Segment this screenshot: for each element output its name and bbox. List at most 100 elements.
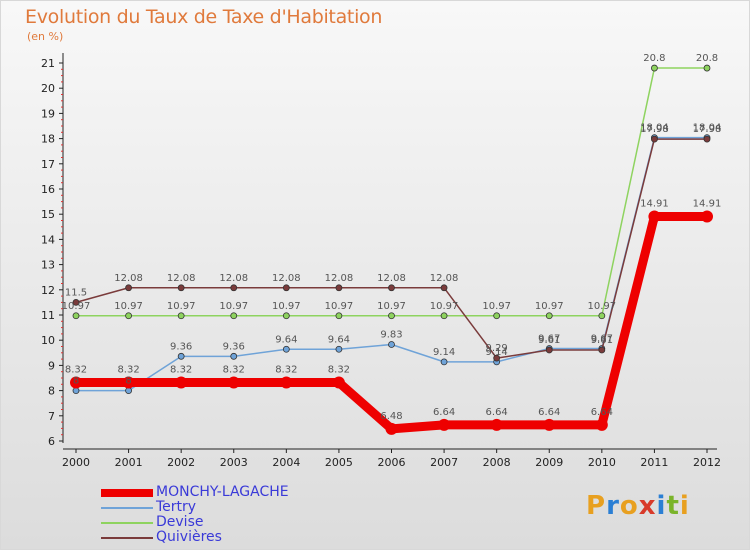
logo-letter: x: [638, 491, 657, 521]
data-label: 17.98: [693, 124, 722, 135]
data-label: 9.14: [486, 347, 508, 358]
data-label: 8: [125, 376, 131, 387]
data-point: [490, 418, 503, 431]
data-label: 9.64: [328, 334, 350, 345]
data-point: [335, 284, 343, 292]
series-line-quivières: [75, 138, 708, 359]
y-tick-label: 10: [41, 334, 55, 347]
data-label: 18.04: [640, 123, 669, 134]
data-point: [703, 64, 711, 72]
data-point: [72, 298, 80, 306]
data-label: 14.91: [640, 198, 669, 209]
data-label: 9.36: [223, 341, 245, 352]
data-point: [335, 312, 343, 320]
data-point: [388, 312, 395, 320]
data-point: [595, 418, 608, 431]
data-label: 10.97: [535, 301, 564, 312]
data-label: 10.97: [588, 301, 617, 312]
data-label: 10.97: [272, 301, 301, 312]
legend-label: MONCHY-LAGACHE: [156, 484, 289, 500]
legend-swatch: [101, 489, 153, 497]
data-point: [440, 284, 448, 292]
data-label: 10.97: [219, 301, 248, 312]
y-tick-label: 14: [41, 233, 55, 246]
data-label: 9.67: [591, 334, 613, 345]
data-label: 12.08: [430, 273, 459, 284]
data-point: [335, 345, 343, 353]
axes: 6 7 8 9 10 11 12 13 14 15 16 17 18 19 20 21 2000 2001 2002…: [41, 53, 721, 469]
data-label: 17.98: [640, 124, 669, 135]
x-tick-label: 2001: [115, 456, 143, 469]
data-label: 9.67: [538, 334, 560, 345]
data-point: [703, 135, 711, 143]
data-point: [125, 284, 132, 292]
x-tick-label: 2010: [588, 456, 616, 469]
y-tick-label: 8: [48, 385, 55, 398]
data-point: [230, 284, 238, 292]
logo-letter: t: [666, 491, 680, 521]
data-label: 10.97: [114, 301, 143, 312]
x-tick-label: 2000: [62, 456, 90, 469]
data-point: [282, 284, 290, 292]
y-unit-label: (en %): [27, 30, 64, 43]
logo-letter: o: [619, 491, 639, 521]
legend-label: Devise: [156, 514, 204, 530]
series-layer: [70, 64, 713, 435]
data-label: 20.8: [643, 53, 665, 64]
data-label: 10.97: [62, 301, 91, 312]
data-point: [388, 341, 395, 348]
data-point: [125, 312, 132, 320]
data-label: 14.91: [693, 198, 722, 209]
data-label: 10.97: [377, 301, 406, 312]
data-point: [651, 64, 658, 72]
data-label: 9.61: [538, 335, 560, 346]
y-tick-label: 7: [48, 410, 55, 423]
data-label: 10.97: [167, 301, 196, 312]
x-tick-label: 2004: [272, 456, 300, 469]
y-tick-label: 20: [41, 82, 55, 95]
y-tick-label: 16: [41, 183, 55, 196]
data-point: [598, 346, 606, 354]
data-point: [545, 312, 553, 320]
x-tick-label: 2009: [535, 456, 563, 469]
data-point: [332, 376, 345, 389]
data-point: [282, 345, 290, 353]
data-point: [493, 312, 501, 320]
data-label: 6.64: [486, 407, 508, 418]
legend-label: Tertry: [156, 499, 197, 515]
y-tick-label: 13: [41, 259, 55, 272]
legend-label: Quivières: [156, 529, 222, 545]
data-point: [70, 376, 82, 389]
x-tick-label: 2007: [430, 456, 458, 469]
data-point: [282, 312, 290, 320]
data-labels: 8.32 8.32 8.32 8.32 8.32 8.32 6.48 6.64 6.64 6.64…: [62, 53, 722, 422]
data-label: 8.32: [328, 365, 350, 376]
y-tick-label: 19: [41, 107, 55, 120]
proxiti-logo: Proxiti: [586, 491, 690, 521]
legend-swatch: [101, 507, 153, 509]
data-label: 8.32: [223, 365, 245, 376]
data-label: 11.5: [65, 287, 87, 298]
logo-letter: i: [656, 491, 667, 521]
data-point: [493, 354, 501, 362]
data-label: 12.08: [272, 273, 301, 284]
logo-letter: r: [606, 491, 620, 521]
data-label: 18.04: [693, 123, 722, 134]
data-label: 6.64: [538, 407, 560, 418]
data-point: [177, 312, 185, 320]
logo-letter: i: [679, 491, 690, 521]
data-label: 9.36: [170, 341, 192, 352]
x-tick-label: 2003: [220, 456, 248, 469]
legend-swatch: [101, 537, 153, 539]
data-point: [701, 210, 713, 223]
data-label: 12.08: [114, 273, 143, 284]
data-label: 6.64: [591, 407, 613, 418]
data-label: 9.14: [433, 347, 455, 358]
data-point: [177, 284, 185, 292]
data-point: [440, 312, 448, 320]
data-label: 9.61: [591, 335, 613, 346]
data-point: [598, 312, 606, 320]
data-point: [388, 284, 395, 292]
